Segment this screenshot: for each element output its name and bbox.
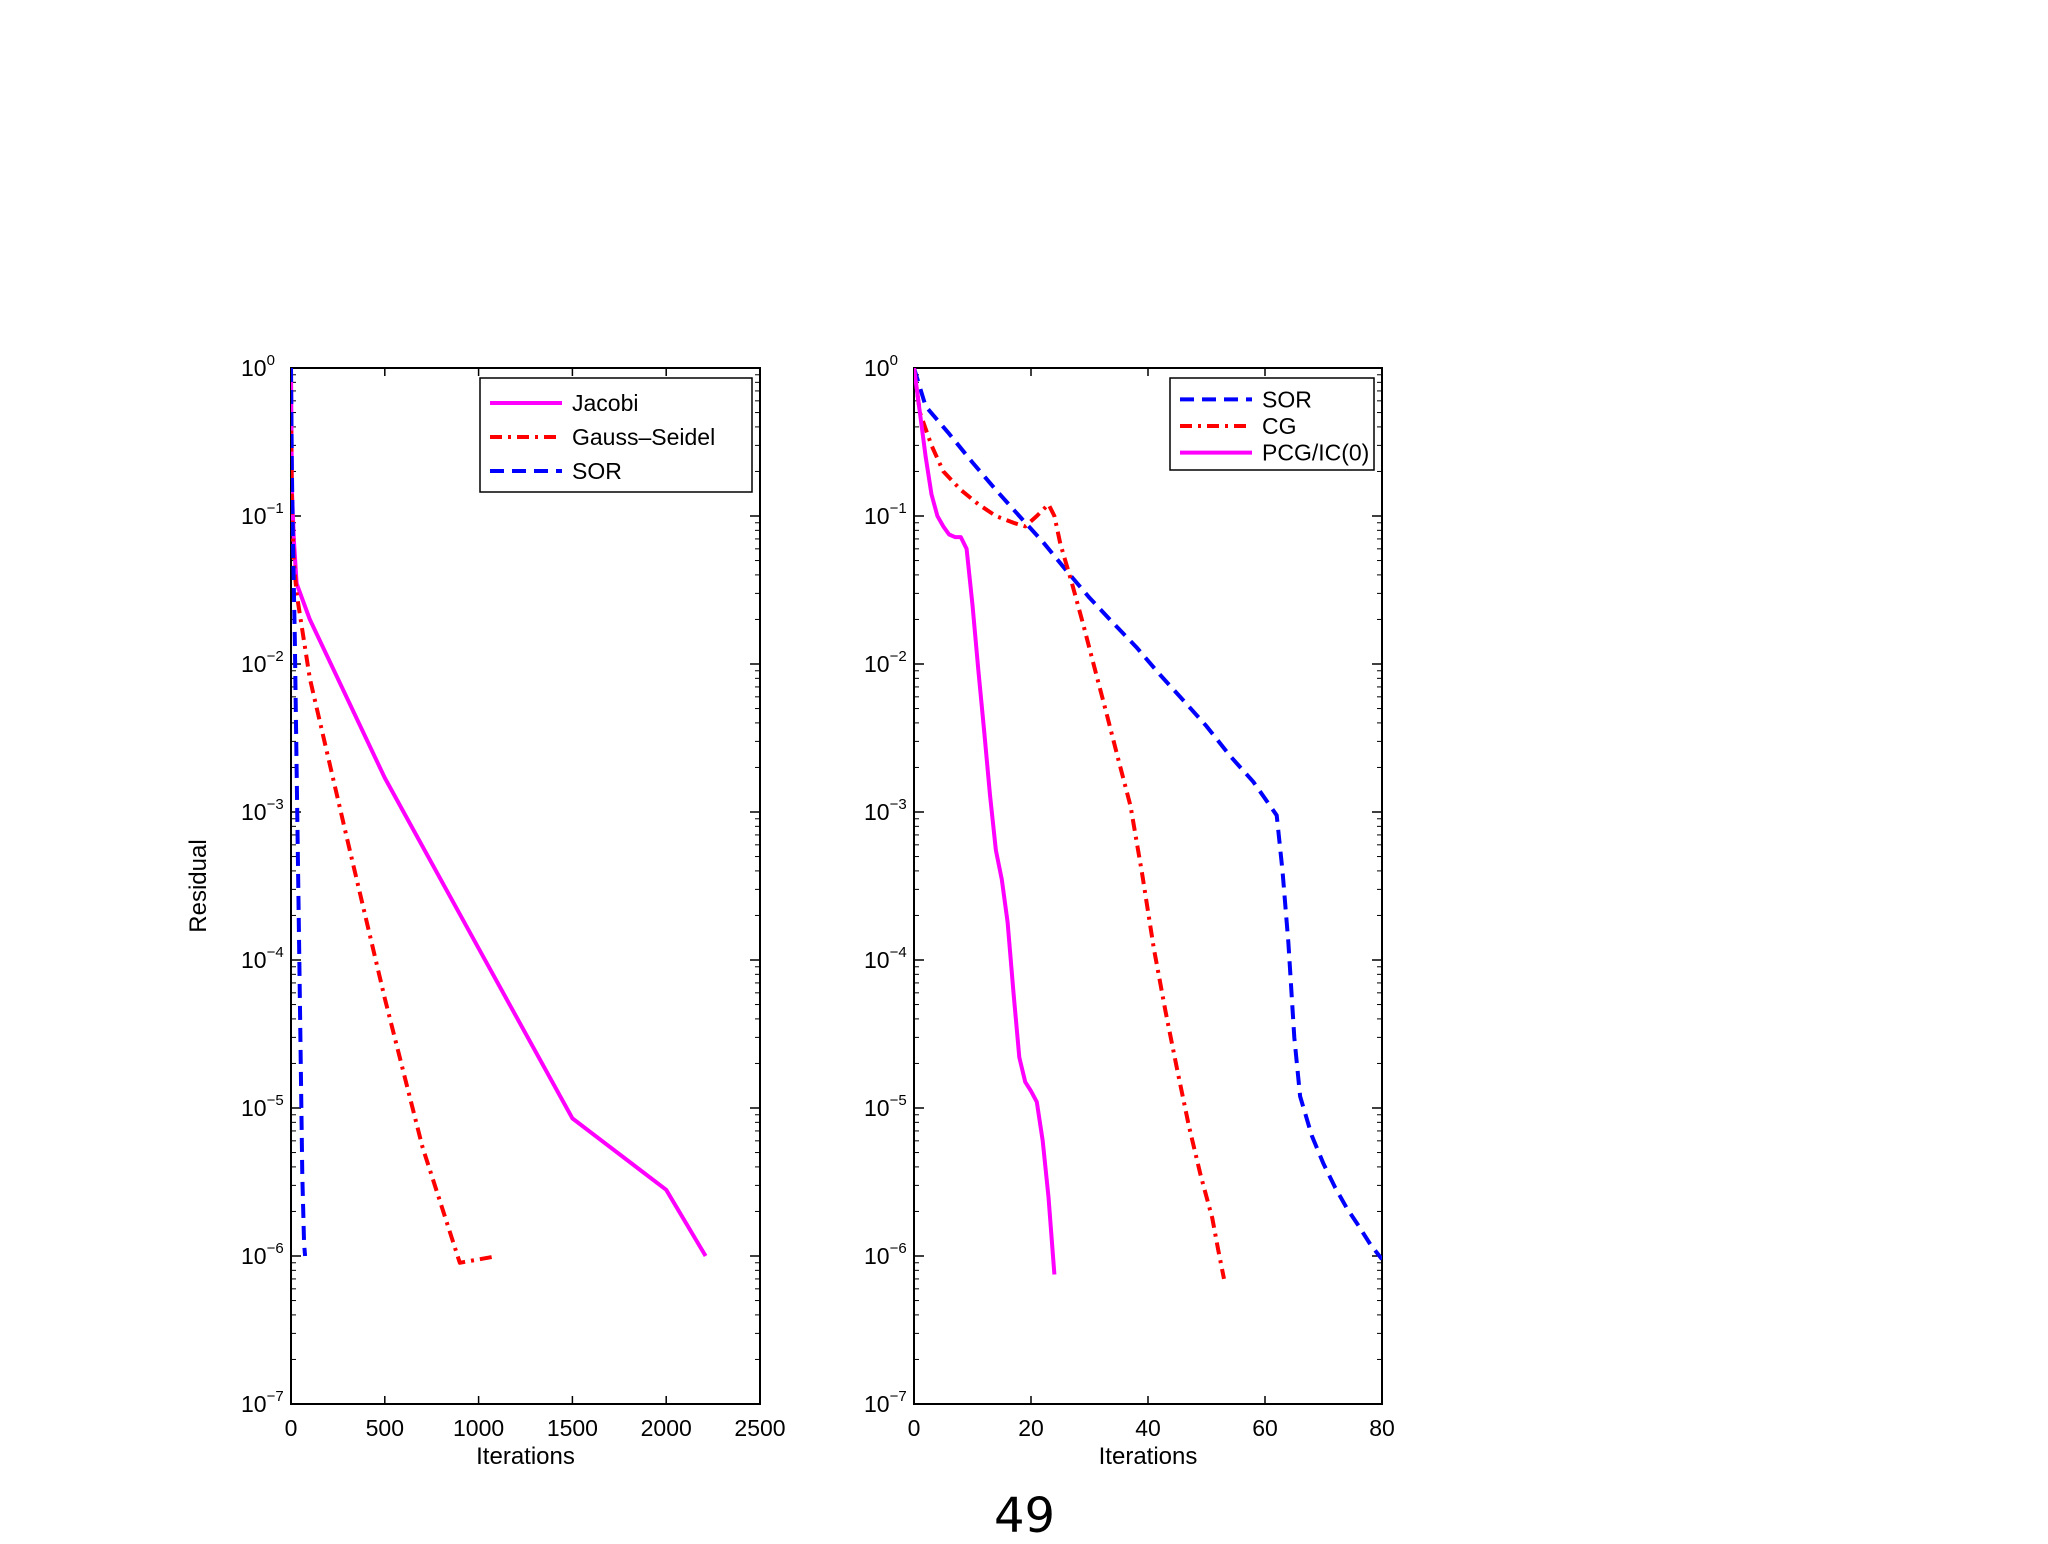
y-tick-label: 10−2 — [241, 648, 284, 677]
x-tick-label: 80 — [1369, 1415, 1395, 1441]
axes-box — [290, 367, 761, 1405]
y-tick-label: 10−6 — [864, 1240, 907, 1269]
legend-entry: PCG/IC(0) — [1262, 440, 1369, 466]
y-tick-label: 10−7 — [864, 1388, 907, 1417]
y-tick-label: 10−7 — [241, 1388, 284, 1417]
left-chart: 0 500 1000 1500 2000 2500 100 10−1 10−2 10−3 10−4 1… — [185, 352, 786, 1470]
y-tick-label: 10−6 — [241, 1240, 284, 1269]
y-tick-label: 10−4 — [241, 944, 284, 973]
y-tick-label: 10−2 — [864, 648, 907, 677]
y-tick-label: 10−5 — [241, 1092, 284, 1121]
y-tick-label: 10−1 — [864, 500, 907, 529]
series-line-sor — [914, 368, 1382, 1261]
y-tick-label: 10−1 — [241, 500, 284, 529]
y-tick-label: 10−4 — [864, 944, 907, 973]
x-tick-label: 0 — [285, 1415, 298, 1441]
x-tick-label: 0 — [908, 1415, 921, 1441]
x-tick-label: 2000 — [641, 1415, 692, 1441]
x-tick-label: 1500 — [547, 1415, 598, 1441]
legend-entry: CG — [1262, 413, 1297, 439]
series-line-cg — [914, 368, 1226, 1280]
legend-entry: SOR — [572, 458, 622, 484]
y-tick-label: 10−5 — [864, 1092, 907, 1121]
y-tick-label: 10−3 — [241, 796, 284, 825]
series-line-sor — [291, 368, 308, 1257]
y-tick-label: 10−3 — [864, 796, 907, 825]
y-tick-label: 100 — [864, 352, 898, 381]
x-tick-label: 20 — [1018, 1415, 1044, 1441]
legend-entry: Gauss–Seidel — [572, 424, 715, 450]
x-axis-label: Iterations — [476, 1443, 575, 1470]
axes-box — [913, 367, 1383, 1405]
y-axis-label: Residual — [185, 839, 212, 932]
y-tick-label: 100 — [241, 352, 275, 381]
x-tick-label: 2500 — [734, 1415, 785, 1441]
x-tick-label: 1000 — [453, 1415, 504, 1441]
series-line-jacobi — [291, 368, 708, 1258]
x-tick-label: 500 — [366, 1415, 404, 1441]
series-line-gauss-seidel — [291, 412, 498, 1265]
series-line-pcg-ic-0- — [914, 368, 1057, 1275]
right-chart: 0 20 40 60 80 100 10−1 10−2 10−3 10−4 10−5 10−6 10−7… — [864, 352, 1395, 1470]
legend-entry: Jacobi — [572, 390, 638, 416]
x-tick-label: 40 — [1135, 1415, 1161, 1441]
legend-entry: SOR — [1262, 386, 1312, 412]
page-number: 49 — [994, 1488, 1056, 1544]
x-axis-label: Iterations — [1099, 1443, 1198, 1470]
x-tick-label: 60 — [1252, 1415, 1278, 1441]
